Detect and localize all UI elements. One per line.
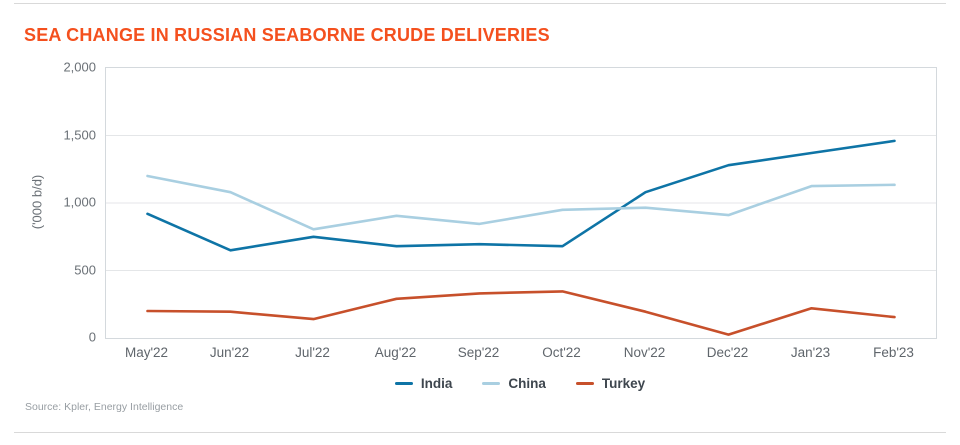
series-line-china: [146, 174, 896, 231]
legend-item-turkey: Turkey: [575, 376, 646, 391]
x-tick-label-4: Aug'22: [374, 345, 417, 360]
series-line-india: [146, 139, 896, 252]
x-tick-label-7: Nov'22: [623, 345, 666, 360]
y-tick-label-1500: 1,500: [63, 127, 96, 142]
y-tick-label-500: 500: [74, 262, 96, 277]
legend-label-india: India: [420, 376, 453, 391]
y-axis-tick-labels: 0 500 1,000 1,500 2,000: [0, 60, 96, 345]
legend-line-swatch-india: [394, 382, 413, 385]
source-note: Source: Kpler, Energy Intelligence: [25, 401, 184, 413]
chart-legend: India China Turkey: [105, 376, 935, 391]
x-tick-label-9: Jan'23: [790, 345, 831, 360]
top-divider: [14, 3, 946, 4]
plot-area: [105, 67, 937, 339]
x-tick-label-5: Sep'22: [457, 345, 500, 360]
legend-line-swatch-china: [482, 382, 501, 385]
x-tick-label-2: Jun'22: [209, 345, 250, 360]
x-tick-label-3: Jul'22: [295, 345, 330, 360]
legend-item-india: India: [394, 376, 453, 391]
x-axis-tick-labels: May'22 Jun'22 Jul'22 Aug'22 Sep'22 Oct'22 Nov'…: [105, 345, 935, 361]
series-line-turkey: [146, 290, 896, 336]
legend-label-china: China: [508, 376, 546, 391]
y-tick-label-0: 0: [88, 329, 96, 345]
legend-item-china: China: [482, 376, 546, 391]
y-tick-label-1000: 1,000: [63, 194, 96, 210]
bottom-divider: [14, 432, 946, 433]
x-tick-label-10: Feb'23: [873, 345, 914, 360]
legend-label-turkey: Turkey: [601, 376, 646, 391]
x-tick-label-1: May'22: [124, 345, 169, 360]
legend-line-swatch-turkey: [575, 382, 594, 385]
chart-title: SEA CHANGE IN RUSSIAN SEABORNE CRUDE DEL…: [24, 25, 550, 45]
y-tick-label-2000: 2,000: [63, 59, 96, 75]
x-tick-label-8: Dec'22: [706, 345, 749, 360]
x-tick-label-6: Oct'22: [542, 345, 581, 360]
line-chart: [106, 135, 936, 336]
